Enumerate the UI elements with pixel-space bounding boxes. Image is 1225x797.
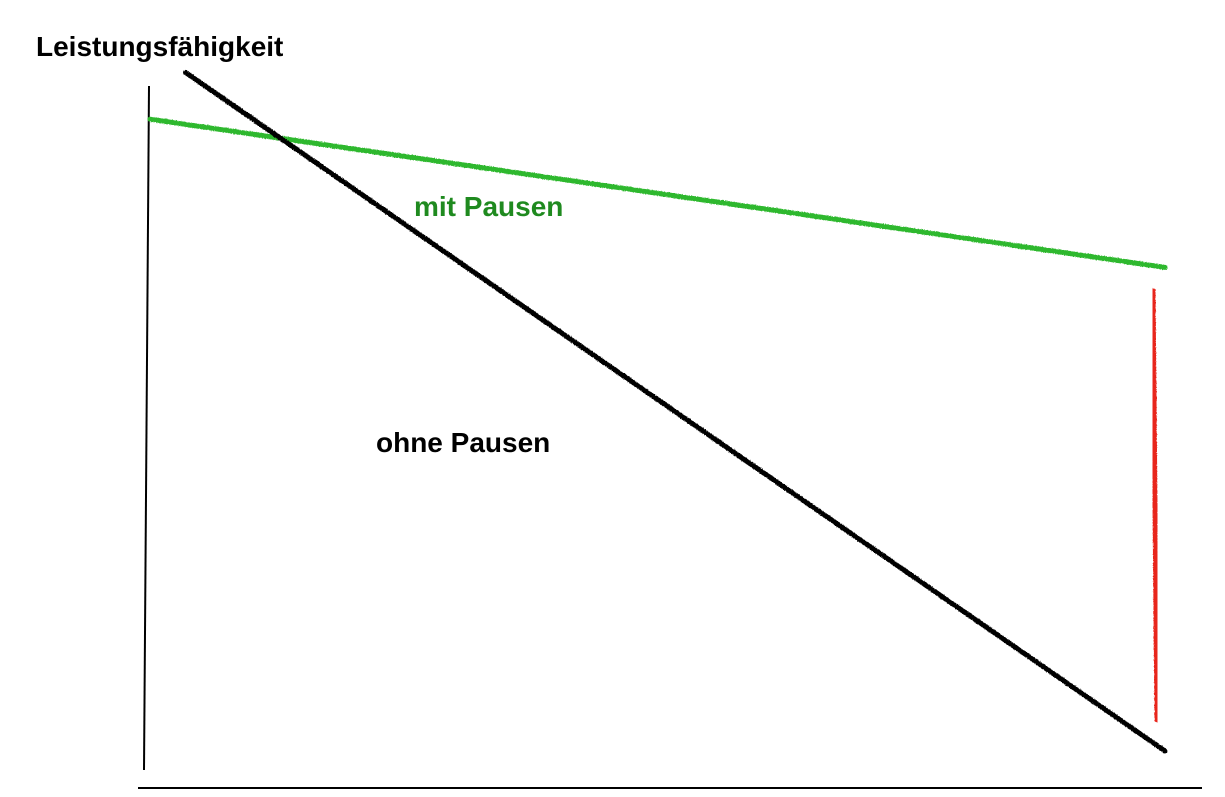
series-line-ohne-pausen (183, 69, 1168, 754)
difference-marker (1150, 288, 1160, 723)
y-axis (143, 85, 150, 771)
series-line-mit-pausen (147, 116, 1168, 270)
y-axis-label: Leistungsfähigkeit (36, 31, 283, 62)
series-label-mit-pausen: mit Pausen (414, 191, 563, 222)
series-label-ohne-pausen: ohne Pausen (376, 427, 550, 458)
